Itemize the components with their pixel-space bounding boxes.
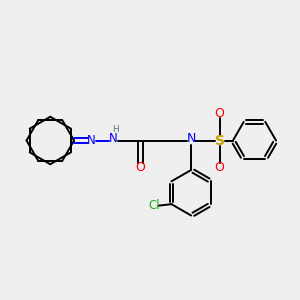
Text: H: H — [112, 125, 119, 134]
Text: N: N — [87, 134, 96, 147]
Text: N: N — [187, 132, 196, 146]
Text: Cl: Cl — [148, 199, 160, 212]
Text: O: O — [215, 161, 225, 174]
Text: O: O — [136, 161, 146, 174]
Text: O: O — [215, 107, 225, 120]
Text: S: S — [215, 134, 225, 148]
Text: N: N — [109, 132, 118, 146]
